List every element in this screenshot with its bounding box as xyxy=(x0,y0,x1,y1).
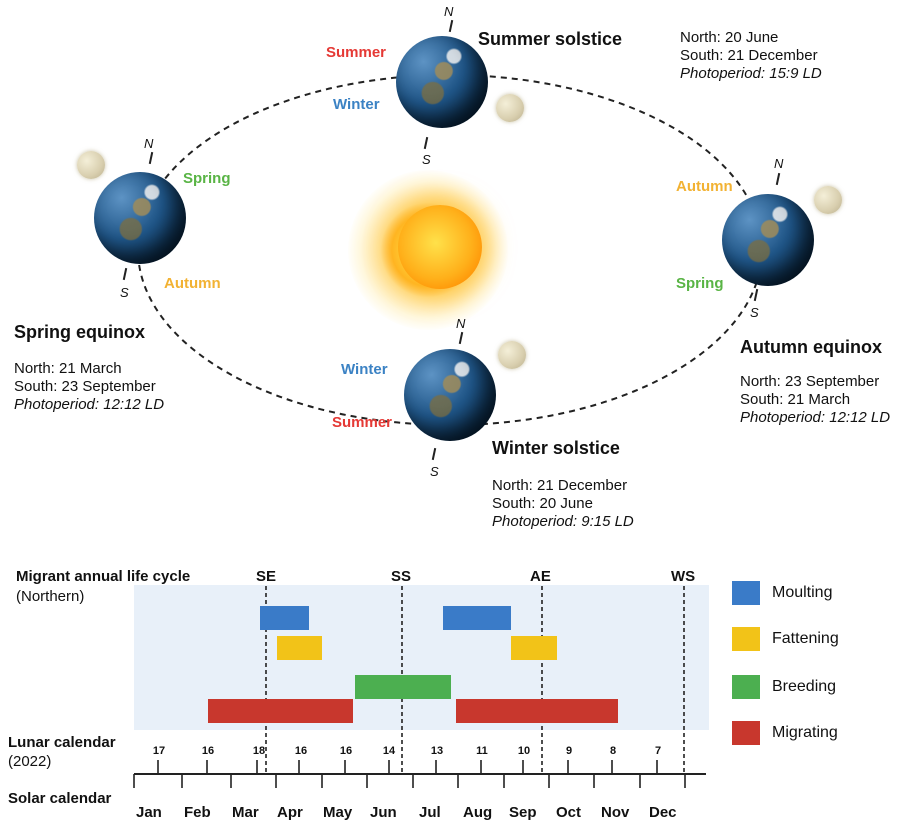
season-label-winter: Winter xyxy=(333,96,380,113)
moulting-bar-autumn xyxy=(443,606,511,630)
marker-summer-solstice: SS xyxy=(391,568,412,585)
legend-label-moulting: Moulting xyxy=(772,584,833,601)
winter-solstice-photoperiod: Photoperiod: 9:15 LD xyxy=(492,513,634,530)
lunar-day: 8 xyxy=(609,745,617,757)
north-pole-label: N xyxy=(456,316,466,331)
legend-swatch-breeding xyxy=(732,675,760,699)
summer-solstice-title: Summer solstice xyxy=(478,29,623,49)
south-pole-label: S xyxy=(750,305,759,320)
autumn-equinox-north: North: 23 September xyxy=(740,373,880,390)
sun-icon xyxy=(398,205,482,289)
legend-label-fattening: Fattening xyxy=(772,630,839,647)
winter-solstice-info: North: 21 December South: 20 June Photop… xyxy=(492,477,634,531)
marker-autumn-equinox: AE xyxy=(530,568,551,585)
month-label: Sep xyxy=(509,804,537,821)
breeding-bar xyxy=(355,675,451,699)
fattening-bar-autumn xyxy=(511,636,557,660)
month-label: Jun xyxy=(370,804,397,821)
month-label: Apr xyxy=(277,804,303,821)
south-pole-label: S xyxy=(120,285,129,300)
summer-solstice-photoperiod: Photoperiod: 15:9 LD xyxy=(680,65,822,82)
legend-swatch-migrating xyxy=(732,721,760,745)
earth-globe-winter-solstice xyxy=(404,349,496,441)
earth-globe-spring-equinox xyxy=(94,172,186,264)
legend-label-migrating: Migrating xyxy=(772,724,838,741)
season-label-autumn: Autumn xyxy=(164,275,221,292)
lunar-day: 7 xyxy=(654,745,662,757)
season-label-winter: Winter xyxy=(341,361,388,378)
legend-label-breeding: Breeding xyxy=(772,678,837,695)
spring-equinox-photoperiod: Photoperiod: 12:12 LD xyxy=(14,396,165,413)
month-label: Feb xyxy=(184,804,211,821)
lunar-day: 11 xyxy=(476,745,488,757)
legend-swatch-fattening xyxy=(732,627,760,651)
spring-equinox-south: South: 23 September xyxy=(14,378,156,395)
marker-winter-solstice: WS xyxy=(671,568,696,585)
legend-swatch-moulting xyxy=(732,581,760,605)
moulting-bar-spring xyxy=(260,606,309,630)
winter-solstice-title: Winter solstice xyxy=(492,438,620,458)
season-label-summer: Summer xyxy=(332,414,393,431)
lunar-calendar-year: (2022) xyxy=(8,753,52,770)
lunar-day: 18 xyxy=(252,745,266,757)
summer-solstice-north: North: 20 June xyxy=(680,29,779,46)
spring-equinox-north: North: 21 March xyxy=(14,360,122,377)
lunar-day: 16 xyxy=(339,745,353,757)
moon-icon xyxy=(496,94,524,122)
autumn-equinox-info: North: 23 September South: 21 March Phot… xyxy=(740,373,890,427)
month-label: May xyxy=(323,804,353,821)
south-pole-label: S xyxy=(422,152,431,167)
season-label-summer: Summer xyxy=(326,44,387,61)
moon-icon xyxy=(814,186,842,214)
month-label: Nov xyxy=(601,804,630,821)
solar-calendar-label: Solar calendar xyxy=(8,790,112,807)
fattening-bar-spring xyxy=(277,636,322,660)
migrating-bar-spring xyxy=(208,699,353,723)
month-label: Dec xyxy=(649,804,677,821)
autumn-equinox-photoperiod: Photoperiod: 12:12 LD xyxy=(740,409,891,426)
season-label-spring: Spring xyxy=(183,170,231,187)
spring-equinox-info: North: 21 March South: 23 September Phot… xyxy=(14,360,164,414)
lunar-day: 10 xyxy=(517,745,531,757)
lunar-day: 17 xyxy=(152,745,166,757)
lunar-day: 13 xyxy=(430,745,444,757)
summer-solstice-south: South: 21 December xyxy=(680,47,818,64)
month-label: Jan xyxy=(136,804,162,821)
winter-solstice-north: North: 21 December xyxy=(492,477,628,494)
earth-globe-summer-solstice xyxy=(396,36,488,128)
lunar-day: 16 xyxy=(294,745,308,757)
month-label: Mar xyxy=(232,804,259,821)
season-label-autumn: Autumn xyxy=(676,178,733,195)
season-label-spring: Spring xyxy=(676,275,724,292)
month-label: Oct xyxy=(556,804,582,821)
month-label: Jul xyxy=(419,804,441,821)
moon-icon xyxy=(77,151,105,179)
migrating-bar-autumn xyxy=(456,699,618,723)
lunar-day: 16 xyxy=(201,745,215,757)
lunar-calendar-label: Lunar calendar xyxy=(8,734,116,751)
summer-solstice-info: North: 20 June South: 21 December Photop… xyxy=(680,29,822,83)
moon-icon xyxy=(498,341,526,369)
timeline-subtitle: (Northern) xyxy=(16,588,85,605)
autumn-equinox-title: Autumn equinox xyxy=(740,337,882,357)
lunar-day: 9 xyxy=(565,745,573,757)
autumn-equinox-south: South: 21 March xyxy=(740,391,851,408)
marker-spring-equinox: SE xyxy=(256,568,277,585)
north-pole-label: N xyxy=(444,4,454,19)
north-pole-label: N xyxy=(774,156,784,171)
lunar-day: 14 xyxy=(382,745,396,757)
earth-globe-autumn-equinox xyxy=(722,194,814,286)
north-pole-label: N xyxy=(144,136,154,151)
spring-equinox-title: Spring equinox xyxy=(14,322,146,342)
south-pole-label: S xyxy=(430,464,439,479)
month-label: Aug xyxy=(463,804,493,821)
winter-solstice-south: South: 20 June xyxy=(492,495,593,512)
timeline-title: Migrant annual life cycle xyxy=(16,568,191,585)
